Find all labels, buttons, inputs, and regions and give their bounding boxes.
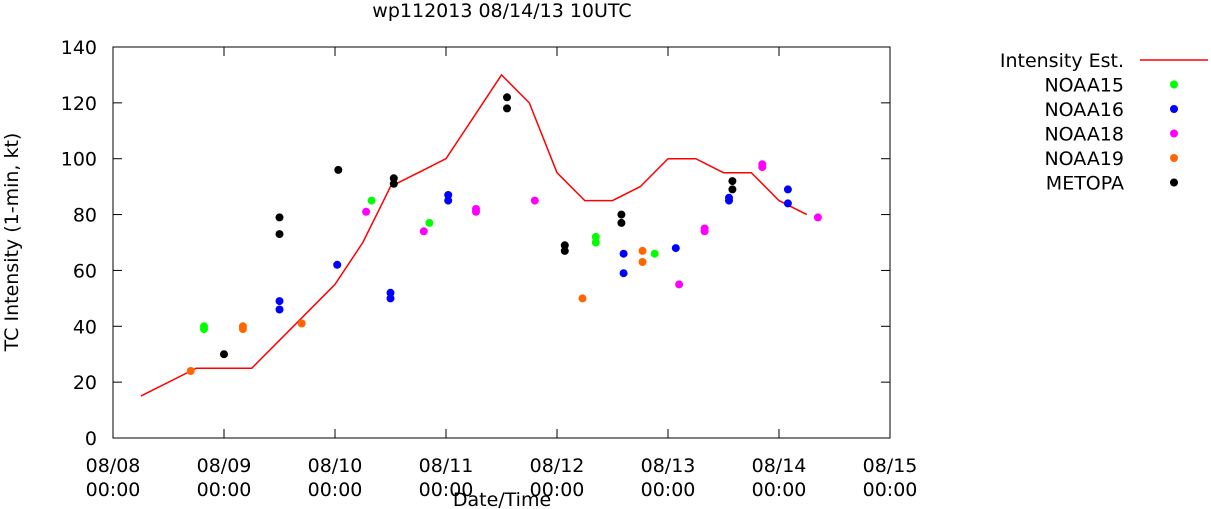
x-tick-time: 00:00: [197, 479, 252, 501]
metopa-point: [389, 174, 398, 183]
x-tick-date: 08/09: [197, 455, 252, 477]
legend-label-noaa15: NOAA15: [1044, 75, 1124, 97]
metopa-point: [728, 177, 737, 186]
noaa18-point: [813, 213, 822, 222]
metopa-point: [617, 218, 626, 227]
metopa-point: [560, 246, 569, 255]
legend-label-noaa18: NOAA18: [1044, 124, 1124, 146]
metopa-point: [617, 210, 626, 219]
y-axis: 0 20 40 60 80 100 120 140: [61, 37, 890, 450]
y-tick-label: 140: [61, 37, 97, 59]
noaa15-point: [591, 238, 600, 247]
x-tick-date: 08/14: [752, 455, 807, 477]
noaa15-point: [425, 218, 434, 227]
y-tick-label: 100: [61, 149, 97, 171]
x-tick-time: 00:00: [308, 479, 363, 501]
x-tick-time: 00:00: [752, 479, 807, 501]
noaa19-point: [638, 246, 647, 255]
metopa-point: [220, 350, 228, 359]
y-tick-label: 60: [73, 260, 97, 282]
metopa-point: [728, 185, 737, 194]
y-tick-label: 120: [61, 93, 97, 115]
legend-swatch-noaa15: [1170, 80, 1178, 89]
metopa-point: [503, 93, 511, 102]
plot-border: [112, 46, 891, 439]
noaa16-point: [619, 249, 628, 258]
x-tick-date: 08/12: [530, 455, 585, 477]
noaa19-point: [297, 319, 306, 328]
x-tick-time: 00:00: [863, 479, 918, 501]
noaa15-point: [591, 232, 600, 241]
noaa19-point: [638, 258, 647, 266]
metopa-point: [275, 230, 284, 239]
noaa18-point: [362, 207, 371, 216]
x-tick-time: 00:00: [419, 479, 474, 501]
noaa19-point: [238, 325, 247, 334]
y-axis-label: TC Intensity (1-min, kt): [1, 133, 23, 353]
x-tick-time: 00:00: [86, 479, 141, 501]
x-tick-date: 08/13: [641, 455, 696, 477]
noaa18-point: [700, 227, 709, 236]
metopa-point: [560, 241, 569, 250]
noaa18-point: [758, 163, 767, 172]
x-tick-date: 08/08: [86, 455, 141, 477]
noaa16-point: [333, 260, 342, 269]
satellite-points-layer: [186, 93, 822, 375]
x-tick-date: 08/10: [308, 455, 363, 477]
noaa19-point: [186, 367, 195, 375]
legend-label-intensity-est: Intensity Est.: [1000, 50, 1124, 72]
plot-frame: [112, 46, 891, 439]
noaa16-point: [444, 196, 453, 205]
noaa16-point: [783, 199, 792, 208]
intensity-est-line: [140, 73, 808, 397]
noaa15-point: [367, 196, 376, 205]
noaa18-point: [419, 227, 428, 236]
noaa16-point: [386, 294, 395, 303]
intensity-est-layer: [140, 73, 808, 397]
x-tick-time: 00:00: [530, 479, 585, 501]
y-tick-label: 20: [73, 372, 97, 394]
legend-label-noaa19: NOAA19: [1044, 148, 1124, 170]
noaa16-point: [444, 191, 453, 199]
legend-swatch-noaa18: [1170, 129, 1178, 138]
noaa16-point: [783, 185, 792, 194]
y-tick-label: 80: [73, 205, 97, 227]
noaa15-point: [200, 325, 208, 334]
noaa15-point: [650, 249, 659, 258]
legend-label-noaa16: NOAA16: [1044, 99, 1124, 121]
chart-title: wp112013 08/14/13 10UTC: [372, 0, 631, 22]
legend-swatch-noaa16: [1170, 105, 1178, 113]
noaa18-point: [675, 280, 684, 289]
legend-swatch-noaa19: [1170, 154, 1178, 162]
y-tick-label: 40: [73, 316, 97, 338]
noaa16-point: [671, 244, 680, 253]
metopa-point: [334, 165, 343, 174]
noaa16-point: [275, 305, 284, 314]
noaa16-point: [275, 297, 284, 306]
noaa19-point: [578, 294, 587, 303]
noaa16-point: [386, 288, 395, 297]
legend-swatch-metopa: [1170, 178, 1178, 187]
x-tick-date: 08/11: [419, 455, 474, 477]
noaa18-point: [472, 207, 480, 216]
metopa-point: [389, 179, 398, 188]
noaa16-point: [725, 196, 733, 205]
x-tick-date: 08/15: [863, 455, 918, 477]
x-axis: 08/0800:0008/0900:0008/1000:0008/1100:00…: [86, 47, 918, 501]
noaa16-point: [619, 269, 628, 278]
legend-label-metopa: METOPA: [1046, 173, 1124, 195]
x-tick-time: 00:00: [641, 479, 696, 501]
metopa-point: [275, 213, 284, 222]
noaa18-point: [530, 196, 539, 205]
y-tick-label: 0: [85, 428, 97, 450]
x-axis-label: Date/Time: [453, 489, 551, 509]
metopa-point: [503, 104, 511, 113]
